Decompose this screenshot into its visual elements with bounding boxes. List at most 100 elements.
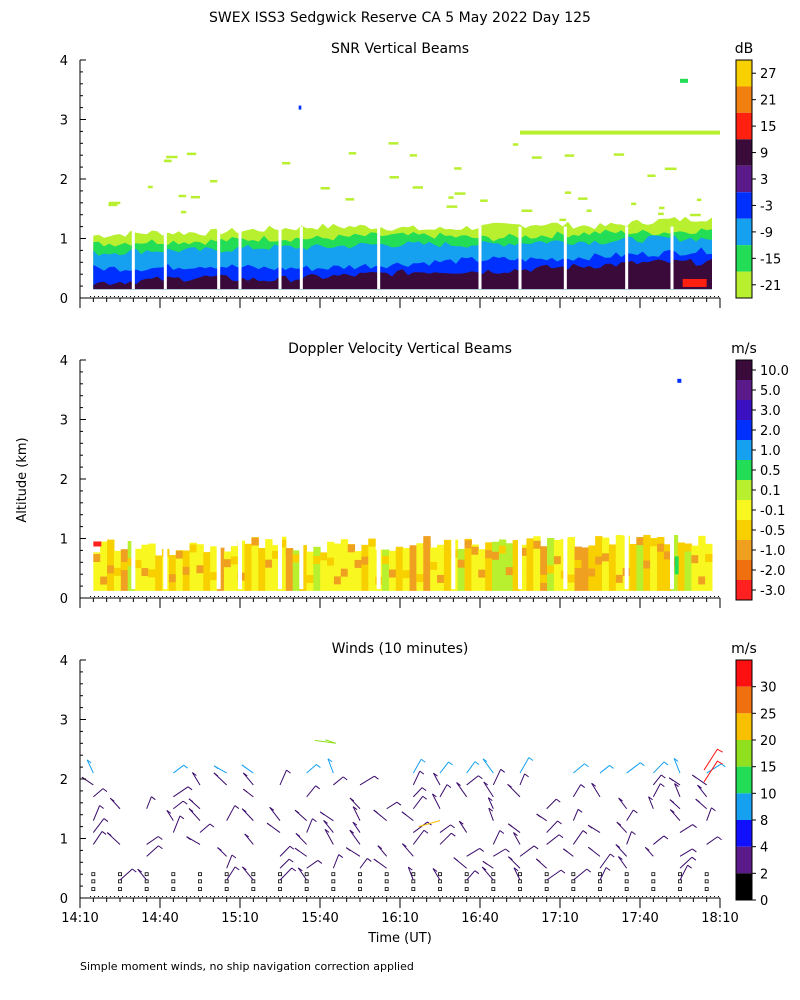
doppler-cell: [437, 544, 445, 591]
wind-barb: [359, 775, 375, 786]
snr-speck: [564, 191, 572, 194]
wind-barb-flag: [213, 765, 219, 770]
wind-barb-flag: [474, 761, 480, 766]
doppler-title: Doppler Velocity Vertical Beams: [288, 341, 512, 357]
snr-speck: [147, 185, 153, 189]
snr-gap: [217, 226, 221, 290]
wind-barb-flag: [533, 845, 539, 850]
wind-barb: [92, 831, 103, 845]
wind-barb-flag: [366, 858, 372, 862]
wind-barb: [306, 764, 317, 774]
wind-barb-flag: [349, 829, 355, 834]
snr-speck: [578, 197, 588, 200]
colorbar-swatch: [736, 360, 752, 380]
doppler-streak: [361, 556, 369, 565]
wind-barb-flag: [586, 868, 592, 873]
x-tick-label: 15:40: [301, 911, 338, 926]
colorbar-swatch: [736, 480, 752, 500]
doppler-cell: [547, 538, 555, 591]
doppler-cell: [210, 546, 218, 591]
wind-low-marker: [651, 879, 656, 884]
wind-barb: [93, 788, 104, 798]
wind-low-marker: [518, 887, 522, 891]
doppler-colorbar-unit: m/s: [731, 341, 757, 357]
doppler-cell: [223, 551, 232, 591]
wind-barb: [226, 854, 233, 869]
wind-barb: [513, 867, 521, 881]
doppler-cell: [189, 542, 197, 591]
wind-low-marker: [278, 879, 282, 884]
wind-low-marker: [358, 872, 362, 877]
doppler-cell: [615, 535, 624, 591]
colorbar-label: 3.0: [760, 404, 781, 419]
wind-low-marker: [624, 887, 629, 891]
snr-speck: [165, 159, 172, 163]
wind-barb-flag: [432, 793, 437, 798]
wind-low-marker: [438, 879, 442, 884]
snr-speck: [631, 202, 637, 206]
wind-barb: [519, 757, 530, 774]
colorbar-label: -15: [760, 252, 781, 267]
doppler-cell: [567, 537, 576, 591]
x-tick-label: 18:10: [701, 911, 738, 926]
wind-barb: [618, 797, 628, 810]
wind-barb: [572, 784, 582, 798]
doppler-streak: [292, 554, 301, 563]
colorbar-swatch: [736, 271, 752, 298]
wind-barb-flag: [535, 858, 541, 863]
wind-barb-flag: [458, 820, 464, 825]
snr-panel: SNR Vertical Beams 0 1 2 3 4 dB 27 21 15 9 3 -3 -9…: [60, 41, 781, 308]
snr-gap: [625, 226, 629, 290]
doppler-axes: 0 1 2 3 4: [60, 354, 721, 608]
wind-barb: [352, 806, 361, 821]
doppler-streak: [100, 576, 108, 585]
wind-barb: [519, 773, 526, 786]
snr-speck: [564, 154, 575, 157]
wind-barb-flag: [345, 847, 351, 852]
doppler-streak: [272, 550, 280, 559]
colorbar-label: -3: [760, 199, 773, 214]
snr-speck: [454, 192, 466, 195]
wind-barb: [697, 784, 708, 798]
wind-barb-flag: [697, 784, 702, 789]
snr-speck: [446, 205, 458, 208]
doppler-streak: [505, 567, 514, 576]
doppler-cell: [608, 544, 617, 591]
wind-barb: [591, 782, 601, 798]
wind-barb-flag: [422, 795, 428, 800]
wind-barb-flag: [421, 787, 427, 792]
wind-barb-flag: [695, 798, 700, 803]
wind-barb-flag: [488, 807, 494, 812]
doppler-colorbar: 10.0 5.0 3.0 2.0 1.0 0.5 0.1 -0.1 -0.5 -1.0 -2.0 -3…: [735, 359, 789, 601]
y-tick-label: 4: [60, 54, 68, 69]
snr-echo: [298, 105, 302, 110]
wind-low-marker: [278, 887, 282, 891]
doppler-streak: [168, 574, 177, 583]
wind-barb-flag: [188, 808, 194, 812]
doppler-cell: [505, 543, 514, 591]
doppler-streak: [416, 574, 424, 583]
wind-barb-flag: [192, 772, 197, 776]
wind-barb-flag: [507, 823, 513, 828]
snr-speck: [521, 209, 533, 213]
doppler-streak: [567, 574, 576, 583]
wind-low-marker: [518, 872, 522, 877]
wind-barb-flag: [505, 848, 510, 853]
doppler-streak: [643, 560, 651, 569]
wind-barb: [519, 845, 535, 857]
wind-barb: [412, 795, 424, 810]
wind-barb-flag: [179, 815, 185, 820]
doppler-cell: [629, 544, 637, 591]
doppler-streak: [141, 568, 149, 577]
doppler-cell: [285, 548, 294, 591]
wind-barb-flag: [188, 798, 194, 803]
colorbar-label: -0.1: [760, 504, 785, 519]
wind-barb-flag: [692, 824, 697, 828]
snr-gap: [670, 226, 674, 290]
doppler-cell: [251, 537, 259, 591]
wind-barb: [492, 830, 501, 845]
wind-barb: [433, 772, 441, 786]
